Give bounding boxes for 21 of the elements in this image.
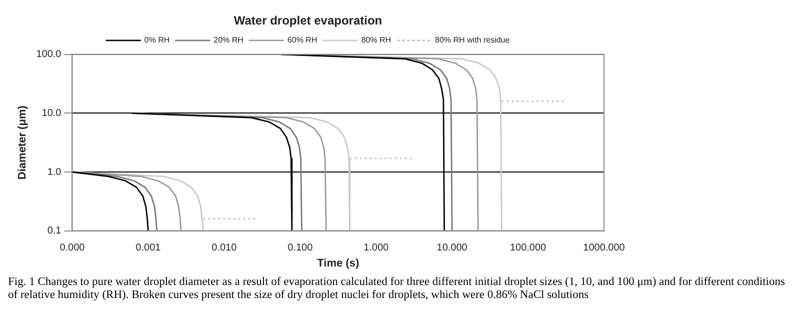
chart-title: Water droplet evaporation	[234, 14, 382, 28]
x-tick-label: 1000.000	[583, 242, 626, 254]
x-axis-title: Time (s)	[317, 257, 360, 270]
legend-label: 80% RH with residue	[435, 36, 510, 45]
legend-label: 20% RH	[214, 36, 244, 45]
x-tick-label: 0.100	[288, 242, 314, 254]
x-tick-label: 10.000	[436, 242, 468, 254]
x-tick-label: 0.001	[136, 242, 162, 254]
y-tick-label: 10.0	[42, 108, 62, 119]
legend-label: 60% RH	[287, 36, 318, 45]
x-tick-label: 1.000	[364, 242, 390, 254]
y-tick-label: 100.0	[36, 49, 62, 60]
y-tick-label: 1.0	[47, 166, 62, 178]
x-tick-label: 100.000	[510, 242, 547, 254]
legend-label: 80% RH	[361, 36, 392, 45]
y-tick-label: 0.1	[47, 226, 62, 237]
x-tick-label: 0.010	[212, 242, 238, 254]
legend-label: 0% RH	[144, 36, 170, 45]
caption: Fig. 1 Changes to pure water droplet diameter as a result of evaporation calculated for three different initial droplet sizes (1, 10, and 100 μm) and for different conditions of relative humidity (RH). Broken curves present the size of dry droplet nuclei for droplets, which were 0.86% NaCl solutions	[8, 276, 786, 302]
x-tick-label: 0.000	[60, 242, 86, 254]
y-axis-title: Diameter (μm)	[16, 105, 29, 180]
